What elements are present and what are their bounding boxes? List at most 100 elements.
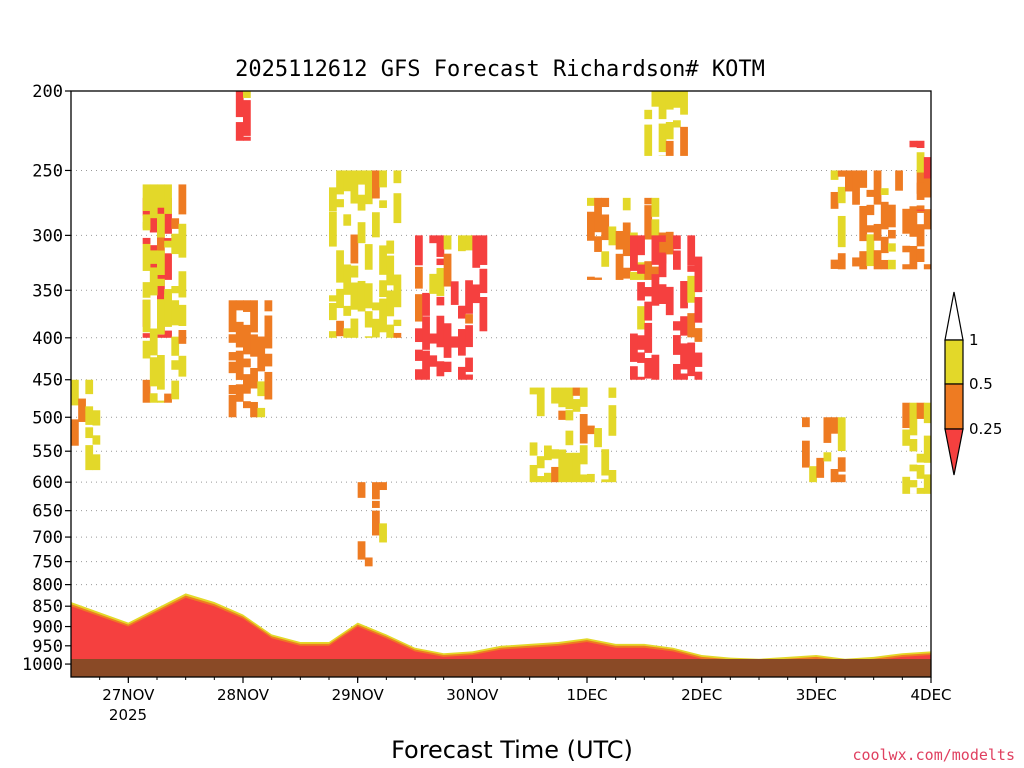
ri-cell: [393, 170, 402, 184]
ri-cell: [379, 200, 387, 208]
ri-cell: [536, 456, 545, 469]
ri-cell: [923, 170, 931, 198]
ri-cell: [436, 268, 445, 296]
x-year-label: 2025: [109, 706, 147, 724]
ri-cell: [579, 445, 588, 465]
ri-cell: [157, 230, 165, 265]
ri-cell: [243, 358, 251, 368]
ri-cell: [902, 208, 911, 234]
y-tick-label: 300: [32, 226, 63, 246]
ri-cell: [257, 336, 266, 372]
ri-cell: [372, 302, 380, 311]
ri-cell: [178, 355, 187, 377]
ri-cell: [264, 300, 273, 312]
ri-cell: [859, 170, 868, 188]
ri-cell: [630, 333, 638, 362]
x-tick-label: 29NOV: [332, 686, 385, 704]
ri-cell: [916, 402, 925, 419]
ri-cell: [357, 541, 366, 560]
ri-cell: [665, 121, 674, 140]
ri-cell: [149, 267, 158, 296]
ri-cell: [142, 379, 151, 403]
ri-cell: [651, 354, 660, 380]
ri-cell: [909, 439, 918, 452]
ri-cell: [880, 188, 889, 195]
ri-cell: [658, 91, 667, 120]
ri-cell: [579, 414, 588, 444]
ri-cell: [923, 264, 931, 270]
ri-cell: [630, 271, 638, 280]
ri-cell: [429, 333, 438, 344]
ri-cell: [630, 235, 638, 271]
ri-cell: [257, 381, 266, 397]
ri-cell: [450, 281, 459, 305]
ri-cell: [587, 276, 595, 280]
ri-cell: [157, 278, 165, 287]
ri-cell: [909, 140, 918, 148]
ri-cell: [673, 120, 681, 128]
ri-cell: [157, 213, 165, 238]
ri-cell: [594, 236, 602, 252]
ri-cell: [465, 280, 473, 314]
ri-cell: [529, 464, 538, 483]
ri-cell: [465, 235, 473, 251]
ri-cell: [436, 258, 445, 266]
ri-cell: [228, 352, 237, 361]
ri-cell: [465, 357, 473, 372]
ri-cell: [393, 332, 402, 338]
ri-cell: [164, 393, 172, 403]
ri-cell: [171, 233, 180, 255]
ri-cell: [544, 445, 552, 461]
ri-cell: [622, 222, 631, 257]
ri-cell: [142, 340, 151, 359]
ri-cell: [637, 235, 645, 256]
ri-cell: [694, 352, 703, 367]
ri-cell: [436, 296, 445, 306]
ri-cell: [357, 194, 366, 211]
ri-cell: [92, 435, 101, 445]
ri-cell: [228, 300, 237, 333]
ri-cell: [450, 336, 459, 348]
ri-cell: [837, 215, 846, 248]
ri-cell: [665, 286, 674, 316]
ri-cell: [364, 311, 373, 328]
ri-cell: [164, 184, 172, 214]
ri-cell: [572, 387, 581, 396]
y-axis: 200 250 300 350 400 450 500 550 600 650 700 750 8008…: [22, 82, 71, 675]
y-tick-label: 750: [32, 553, 63, 573]
ri-cell: [157, 355, 165, 390]
ri-cell: [916, 205, 925, 213]
ri-cell: [536, 387, 545, 417]
ri-cell: [895, 170, 903, 191]
ri-cell: [916, 224, 925, 247]
ri-cell: [386, 255, 395, 286]
ri-cell: [823, 417, 832, 443]
ri-cell: [458, 305, 466, 319]
ri-cell: [465, 314, 473, 324]
ri-cell: [866, 189, 875, 197]
ri-cell: [171, 286, 180, 294]
colorbar-bin-mid: [944, 383, 964, 430]
ri-cell: [923, 157, 931, 179]
ri-cell: [579, 474, 588, 483]
colorbar-label-0.5: 0.5: [969, 375, 993, 393]
colorbar-label-0.25: 0.25: [969, 420, 1002, 438]
ri-cell: [343, 305, 352, 316]
y-tick-label: 700: [32, 528, 63, 548]
ri-cell: [458, 366, 466, 380]
ri-cell: [558, 410, 567, 420]
colorbar-over-arrow: [944, 291, 964, 341]
chart-title: 2025112612 GFS Forecast Richardson# KOTM: [235, 57, 765, 82]
ri-cell: [916, 209, 925, 211]
ri-cell: [651, 219, 660, 240]
ri-cell: [687, 313, 696, 338]
ri-cell: [673, 321, 681, 331]
ri-cell: [608, 470, 617, 483]
x-tick-label: 3DEC: [796, 686, 837, 704]
ri-cell: [923, 209, 931, 230]
grid-lines: [71, 169, 931, 647]
ri-cell: [142, 243, 151, 271]
ri-cell: [637, 352, 645, 363]
ri-cell: [644, 322, 653, 353]
